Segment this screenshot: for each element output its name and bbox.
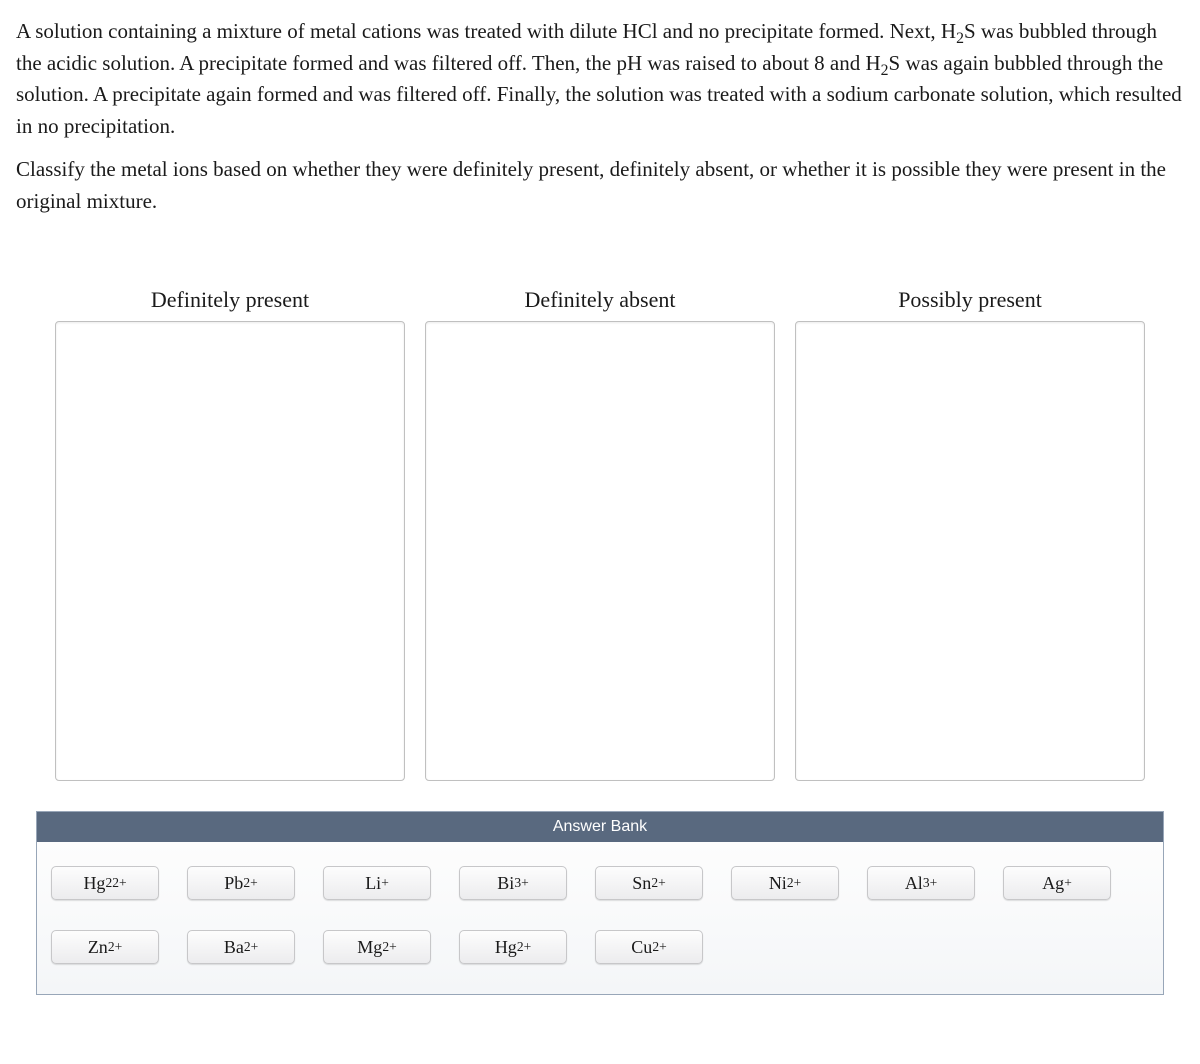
dropzone-definitely-absent[interactable] (425, 321, 775, 781)
ion-chip[interactable]: Cu2+ (595, 930, 703, 964)
dropzone-definitely-present[interactable] (55, 321, 405, 781)
ion-chip[interactable]: Ag+ (1003, 866, 1111, 900)
ion-chip[interactable]: Ni2+ (731, 866, 839, 900)
question-paragraph-2: Classify the metal ions based on whether… (16, 154, 1184, 217)
ion-chip[interactable]: Bi3+ (459, 866, 567, 900)
category-title: Definitely absent (525, 287, 676, 313)
category-definitely-absent: Definitely absent (425, 287, 775, 781)
category-title: Definitely present (151, 287, 309, 313)
dropzone-possibly-present[interactable] (795, 321, 1145, 781)
question-paragraph-1: A solution containing a mixture of metal… (16, 16, 1184, 142)
ion-chip[interactable]: Ba2+ (187, 930, 295, 964)
category-possibly-present: Possibly present (795, 287, 1145, 781)
category-title: Possibly present (898, 287, 1042, 313)
answer-bank-header: Answer Bank (37, 812, 1163, 842)
ion-chip[interactable]: Al3+ (867, 866, 975, 900)
ion-chip[interactable]: Zn2+ (51, 930, 159, 964)
ion-chip[interactable]: Li+ (323, 866, 431, 900)
categories-row: Definitely present Definitely absent Pos… (16, 287, 1184, 781)
category-definitely-present: Definitely present (55, 287, 405, 781)
ion-chip[interactable]: Pb2+ (187, 866, 295, 900)
ion-chip[interactable]: Hg2+ (459, 930, 567, 964)
answer-bank-body: Hg22+ Pb2+ Li+ Bi3+ Sn2+ Ni2+ Al3+ Ag+ Zn2+ Ba2+ M… (37, 842, 1163, 994)
ion-chip[interactable]: Sn2+ (595, 866, 703, 900)
ion-chip[interactable]: Hg22+ (51, 866, 159, 900)
answer-bank: Answer Bank Hg22+ Pb2+ Li+ Bi3+ Sn2+ Ni2+ Al3+… (36, 811, 1164, 995)
ion-chip[interactable]: Mg2+ (323, 930, 431, 964)
